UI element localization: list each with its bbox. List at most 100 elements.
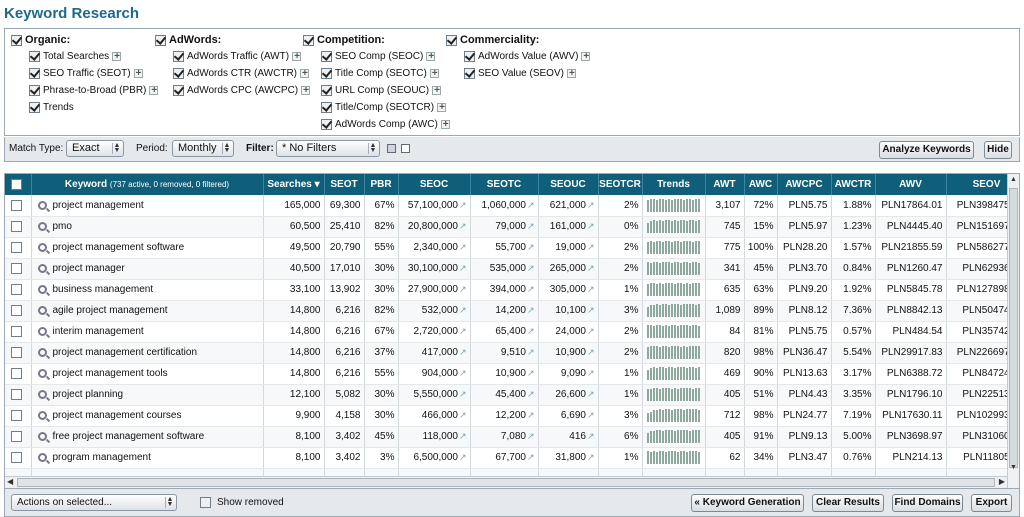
external-link-icon[interactable]: ↗ (586, 368, 595, 378)
plus-icon[interactable] (581, 49, 591, 64)
seotc-checkbox[interactable] (321, 67, 332, 79)
external-link-icon[interactable]: ↗ (458, 263, 467, 273)
external-link-icon[interactable]: ↗ (586, 326, 595, 336)
table-row[interactable]: project planning 12,100 5,082 30% 5,550,000↗… (5, 384, 1019, 406)
external-link-icon[interactable]: ↗ (458, 389, 467, 399)
row-checkbox[interactable] (10, 367, 22, 379)
horizontal-scroll-thumb[interactable] (17, 478, 995, 487)
column-header-seot[interactable]: SEOT (324, 174, 365, 195)
match-type-select[interactable]: Exact ▲ ▼ (66, 140, 124, 157)
trends-checkbox[interactable] (29, 101, 40, 113)
row-checkbox[interactable] (10, 283, 22, 295)
external-link-icon[interactable]: ↗ (458, 221, 467, 231)
table-row[interactable]: project management courses 9,900 4,158 30% 4… (5, 405, 1019, 427)
external-link-icon[interactable]: ↗ (458, 410, 467, 420)
external-link-icon[interactable]: ↗ (458, 305, 467, 315)
keyword-text[interactable]: project manager (52, 263, 125, 274)
external-link-icon[interactable]: ↗ (458, 284, 467, 294)
external-link-icon[interactable]: ↗ (526, 347, 535, 357)
commerciality-checkbox[interactable] (446, 34, 457, 46)
awc-checkbox[interactable] (321, 118, 332, 130)
filter-select[interactable]: * No Filters ▲ ▼ (276, 140, 380, 157)
row-checkbox[interactable] (10, 388, 22, 400)
seouc-checkbox[interactable] (321, 84, 332, 96)
external-link-icon[interactable]: ↗ (458, 452, 467, 462)
plus-icon[interactable] (429, 66, 439, 81)
keyword-text[interactable]: project management (52, 199, 144, 211)
external-link-icon[interactable]: ↗ (526, 221, 535, 231)
external-link-icon[interactable]: ↗ (458, 347, 467, 357)
show-removed-checkbox[interactable] (200, 497, 211, 508)
keyword-text[interactable]: project planning (52, 389, 124, 400)
keyword-text[interactable]: pmo (52, 221, 72, 232)
actions-select[interactable]: Actions on selected... ▲ ▼ (11, 494, 177, 511)
plus-icon[interactable] (300, 66, 309, 81)
column-header-awcpc[interactable]: AWCPC (777, 174, 832, 195)
table-row[interactable]: pmo 60,500 25,410 82% 20,800,000↗ 79,000↗ 161,… (5, 216, 1019, 238)
total-searches-checkbox[interactable] (29, 50, 40, 62)
keyword-text[interactable]: free project management software (52, 431, 205, 442)
keyword-text[interactable]: project management tools (52, 368, 168, 379)
magnifier-icon[interactable] (37, 368, 47, 378)
keyword-text[interactable]: program management (52, 452, 151, 463)
scroll-down-icon[interactable]: ▼ (1010, 464, 1017, 471)
keyword-text[interactable]: project management courses (52, 410, 182, 421)
external-link-icon[interactable]: ↗ (526, 431, 535, 441)
row-checkbox[interactable] (10, 451, 22, 463)
row-checkbox[interactable] (10, 220, 22, 232)
column-header-awt[interactable]: AWT (705, 174, 745, 195)
vertical-scrollbar[interactable]: ▲ ▼ (1007, 174, 1019, 488)
table-row[interactable]: project management 165,000 69,300 67% 57,100… (5, 195, 1019, 217)
awt-checkbox[interactable] (173, 50, 184, 62)
table-row[interactable]: interim management 14,800 6,216 67% 2,720,00… (5, 321, 1019, 343)
table-row[interactable]: free project management software 8,100 3,4… (5, 426, 1019, 448)
external-link-icon[interactable]: ↗ (526, 242, 535, 252)
row-checkbox[interactable] (10, 430, 22, 442)
row-checkbox[interactable] (10, 325, 22, 337)
magnifier-icon[interactable] (37, 389, 47, 399)
external-link-icon[interactable]: ↗ (526, 263, 535, 273)
column-header-seotc[interactable]: SEOTC (470, 174, 539, 195)
column-header-seov[interactable]: SEOV (946, 174, 1019, 195)
scroll-up-icon[interactable]: ▲ (1010, 176, 1017, 183)
external-link-icon[interactable]: ↗ (586, 221, 595, 231)
external-link-icon[interactable]: ↗ (526, 199, 535, 210)
row-checkbox[interactable] (10, 304, 22, 316)
external-link-icon[interactable]: ↗ (458, 199, 467, 210)
vertical-scroll-thumb[interactable] (1009, 188, 1018, 468)
scroll-left-icon[interactable]: ◀ (7, 477, 14, 486)
organic-checkbox[interactable] (11, 34, 22, 46)
plus-icon[interactable] (440, 117, 450, 132)
magnifier-icon[interactable] (37, 410, 47, 420)
period-select[interactable]: Monthly ▲ ▼ (172, 140, 234, 157)
external-link-icon[interactable]: ↗ (458, 431, 467, 441)
external-link-icon[interactable]: ↗ (586, 452, 595, 462)
keyword-text[interactable]: project management software (52, 242, 185, 253)
reset-filter-icon[interactable] (401, 144, 410, 153)
pbr-checkbox[interactable] (29, 84, 40, 96)
save-filter-icon[interactable] (387, 144, 396, 153)
table-row[interactable]: project management certification 14,800 6,… (5, 342, 1019, 364)
magnifier-icon[interactable] (37, 431, 47, 441)
keyword-text[interactable]: interim management (52, 326, 144, 337)
seot-checkbox[interactable] (29, 67, 40, 79)
hide-button[interactable]: Hide (984, 141, 1012, 159)
row-checkbox[interactable] (10, 409, 22, 421)
select-all-checkbox[interactable] (10, 178, 22, 190)
magnifier-icon[interactable] (37, 305, 47, 315)
column-header-awc[interactable]: AWC (744, 174, 778, 195)
external-link-icon[interactable]: ↗ (526, 389, 535, 399)
external-link-icon[interactable]: ↗ (586, 199, 595, 210)
column-header-awv[interactable]: AWV (875, 174, 947, 195)
analyze-keywords-button[interactable]: Analyze Keywords (879, 141, 974, 159)
plus-icon[interactable] (149, 83, 159, 98)
plus-icon[interactable] (566, 66, 576, 81)
external-link-icon[interactable]: ↗ (526, 284, 535, 294)
row-checkbox[interactable] (10, 346, 22, 358)
column-header-searches[interactable]: Searches ▾ (263, 174, 325, 195)
column-header-awctr[interactable]: AWCTR (831, 174, 876, 195)
table-row[interactable]: project management tools 14,800 6,216 55% 90… (5, 363, 1019, 385)
plus-icon[interactable] (133, 66, 143, 81)
external-link-icon[interactable]: ↗ (586, 431, 595, 441)
plus-icon[interactable] (301, 83, 311, 98)
